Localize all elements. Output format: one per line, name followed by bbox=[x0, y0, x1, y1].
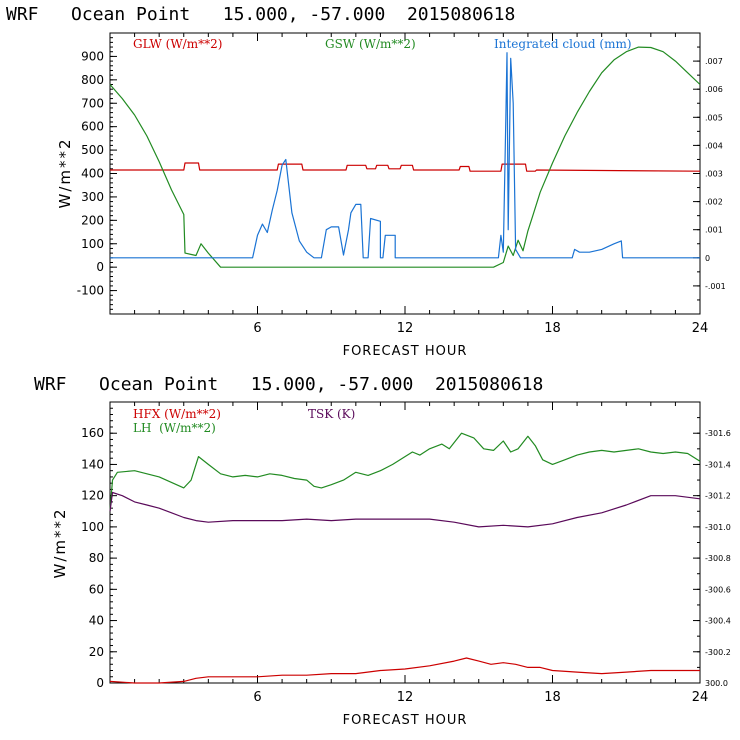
chart-top-right-tick-label: .001 bbox=[705, 226, 723, 235]
chart-bottom-y-tick-label: 60 bbox=[89, 582, 104, 596]
chart-top-x-tick-label: 18 bbox=[544, 321, 561, 336]
chart-top-title: WRF Ocean Point 15.000, -57.000 20150806… bbox=[6, 4, 515, 25]
chart-top-x-tick-label: 24 bbox=[692, 321, 709, 336]
chart-top-series-line-0 bbox=[110, 162, 701, 172]
legend-lh: LH (W/m**2) bbox=[133, 421, 216, 435]
chart-top-right-tick-label: -.001 bbox=[705, 282, 726, 291]
chart-bottom-right-tick-label: -301.2 bbox=[705, 492, 731, 501]
chart-bottom-plot-frame bbox=[109, 401, 701, 684]
chart-top-series-line-1 bbox=[109, 46, 701, 268]
chart-bottom-right-tick-label: -301.6 bbox=[705, 429, 731, 438]
chart-top: WRF Ocean Point 15.000, -57.000 20150806… bbox=[6, 4, 726, 359]
chart-top-right-tick-label: .007 bbox=[705, 57, 723, 66]
chart-top-y-tick-label: 100 bbox=[81, 237, 104, 251]
chart-bottom-series bbox=[109, 432, 701, 684]
chart-bottom-y-tick-label: 140 bbox=[81, 457, 104, 471]
chart-bottom-y-ticks: 0 20 40 60 80 100 120 140 160 bbox=[81, 401, 117, 690]
chart-top-y-tick-label: 800 bbox=[81, 73, 104, 87]
chart-bottom: WRF Ocean Point 15.000, -57.000 20150806… bbox=[34, 374, 731, 728]
chart-bottom-series-line-1 bbox=[109, 432, 701, 512]
chart-top-right-ticks: -.001 0 .001 .002 .003 .004 .005 .006 .007 bbox=[693, 32, 726, 315]
chart-top-y-label: W/m**2 bbox=[56, 137, 74, 208]
legend-tsk: TSK (K) bbox=[308, 407, 355, 421]
chart-bottom-x-ticks: 6 12 18 24 bbox=[134, 402, 709, 705]
chart-top-right-tick-label: .006 bbox=[705, 85, 723, 94]
chart-bottom-right-tick-label: -301.0 bbox=[705, 523, 731, 532]
chart-top-y-tick-label: 900 bbox=[81, 49, 104, 63]
chart-top-y-tick-label: 500 bbox=[81, 143, 104, 157]
chart-top-series bbox=[109, 46, 701, 268]
chart-bottom-right-tick-label: -300.2 bbox=[705, 648, 731, 657]
chart-bottom-x-label: FORECAST HOUR bbox=[343, 713, 468, 728]
chart-top-y-tick-label: 700 bbox=[81, 96, 104, 110]
chart-bottom-y-label: W/m**2 bbox=[51, 507, 69, 578]
chart-bottom-y-tick-label: 0 bbox=[96, 676, 104, 690]
chart-bottom-right-tick-label: 300.0 bbox=[705, 679, 728, 688]
chart-bottom-right-tick-label: -300.4 bbox=[705, 617, 731, 626]
chart-top-x-label: FORECAST HOUR bbox=[343, 344, 468, 359]
chart-top-x-tick-label: 12 bbox=[397, 321, 414, 336]
chart-bottom-right-tick-label: -300.8 bbox=[705, 554, 731, 563]
chart-bottom-title: WRF Ocean Point 15.000, -57.000 20150806… bbox=[34, 374, 543, 395]
chart-bottom-y-tick-label: 80 bbox=[89, 551, 104, 565]
chart-top-plot-frame bbox=[109, 32, 701, 315]
chart-top-y-tick-label: -100 bbox=[77, 284, 104, 298]
chart-top-right-tick-label: .005 bbox=[705, 113, 723, 122]
legend-gsw: GSW (W/m**2) bbox=[325, 37, 416, 51]
chart-top-y-tick-label: 0 bbox=[96, 260, 104, 274]
legend-hfx: HFX (W/m**2) bbox=[133, 407, 221, 421]
chart-bottom-right-tick-label: -300.6 bbox=[705, 585, 731, 594]
chart-top-right-tick-label: .004 bbox=[705, 141, 723, 150]
legend-glw: GLW (W/m**2) bbox=[133, 37, 222, 51]
chart-top-y-tick-label: 600 bbox=[81, 120, 104, 134]
chart-bottom-y-tick-label: 100 bbox=[81, 520, 104, 534]
chart-bottom-x-tick-label: 18 bbox=[544, 690, 561, 705]
chart-bottom-right-ticks: 300.0 -300.2 -300.4 -300.6 -300.8 -301.0 -301.… bbox=[693, 401, 731, 688]
chart-bottom-x-tick-label: 12 bbox=[397, 690, 414, 705]
chart-bottom-x-tick-label: 24 bbox=[692, 690, 709, 705]
chart-bottom-series-line-2 bbox=[109, 491, 701, 528]
chart-top-right-tick-label: .003 bbox=[705, 170, 723, 179]
chart-top-x-ticks: 6 12 18 24 bbox=[134, 33, 709, 336]
chart-top-y-ticks: -100 0 100 200 300 400 500 600 700 800 900 bbox=[77, 32, 117, 315]
chart-top-y-tick-label: 300 bbox=[81, 190, 104, 204]
chart-top-x-tick-label: 6 bbox=[253, 321, 261, 336]
chart-bottom-x-tick-label: 6 bbox=[253, 690, 261, 705]
chart-bottom-y-tick-label: 20 bbox=[89, 645, 104, 659]
chart-bottom-y-tick-label: 120 bbox=[81, 489, 104, 503]
chart-bottom-y-tick-label: 160 bbox=[81, 426, 104, 440]
chart-top-series-line-2 bbox=[110, 52, 700, 259]
chart-top-y-tick-label: 200 bbox=[81, 213, 104, 227]
legend-integrated-cloud: Integrated cloud (mm) bbox=[494, 37, 632, 51]
chart-bottom-series-line-0 bbox=[109, 657, 700, 684]
chart-bottom-y-tick-label: 40 bbox=[89, 614, 104, 628]
chart-bottom-right-tick-label: -301.4 bbox=[705, 460, 731, 469]
chart-top-right-tick-label: .002 bbox=[705, 198, 723, 207]
chart-top-right-tick-label: 0 bbox=[705, 254, 710, 263]
chart-top-y-tick-label: 400 bbox=[81, 167, 104, 181]
